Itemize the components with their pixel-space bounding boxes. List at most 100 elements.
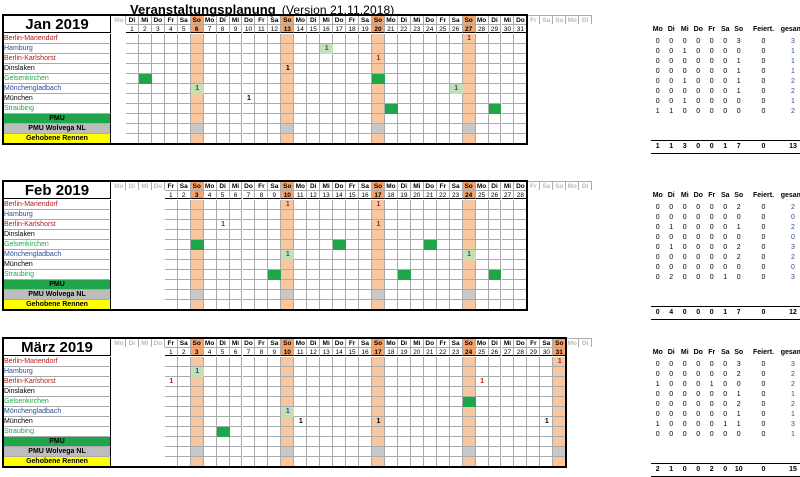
grid-cell[interactable] [423, 210, 437, 220]
grid-cell[interactable] [164, 44, 178, 54]
grid-cell[interactable] [190, 377, 204, 387]
grid-cell[interactable] [397, 114, 411, 124]
grid-cell[interactable] [203, 220, 217, 230]
grid-cell[interactable] [255, 240, 269, 250]
event-mark[interactable]: 1 [169, 378, 174, 385]
grid-cell[interactable] [514, 114, 528, 124]
grid-cell[interactable] [423, 74, 437, 84]
grid-cell[interactable] [488, 210, 502, 220]
grid-cell[interactable] [255, 437, 269, 447]
grid-cell[interactable] [436, 407, 450, 417]
grid-cell[interactable] [307, 250, 321, 260]
grid-cell[interactable] [384, 280, 398, 290]
grid-cell[interactable] [423, 220, 437, 230]
grid-cell[interactable] [281, 357, 295, 367]
grid-cell[interactable] [372, 200, 385, 210]
grid-cell[interactable] [216, 124, 230, 134]
grid-cell[interactable] [462, 200, 476, 210]
grid-cell[interactable] [449, 64, 463, 74]
grid-cell[interactable] [514, 407, 528, 417]
grid-cell[interactable] [177, 74, 191, 84]
grid-cell[interactable] [410, 280, 424, 290]
grid-cell[interactable] [462, 114, 476, 124]
grid-cell[interactable] [372, 54, 385, 64]
grid-cell[interactable] [164, 84, 178, 94]
grid-cell[interactable] [501, 397, 515, 407]
grid-cell[interactable] [138, 64, 152, 74]
grid-cell[interactable] [229, 200, 243, 210]
grid-cell[interactable] [294, 437, 308, 447]
grid-cell[interactable] [307, 220, 321, 230]
grid-cell[interactable] [281, 290, 295, 300]
grid-cell[interactable] [268, 94, 282, 104]
grid-cell[interactable] [436, 34, 450, 44]
grid-cell[interactable] [423, 457, 437, 467]
grid-cell[interactable] [242, 437, 256, 447]
grid-cell[interactable] [384, 417, 398, 427]
grid-cell[interactable] [307, 124, 321, 134]
grid-cell[interactable] [397, 457, 411, 467]
grid-cell[interactable] [333, 280, 347, 290]
grid-cell[interactable] [488, 64, 502, 74]
grid-cell[interactable] [462, 220, 476, 230]
event-mark[interactable]: 1 [462, 397, 476, 407]
event-mark[interactable]: 1 [557, 358, 562, 365]
grid-cell[interactable] [410, 397, 424, 407]
grid-cell[interactable] [462, 64, 476, 74]
grid-cell[interactable] [384, 54, 398, 64]
grid-cell[interactable] [255, 407, 269, 417]
grid-cell[interactable] [242, 397, 256, 407]
grid-cell[interactable] [423, 64, 437, 74]
grid-cell[interactable] [281, 210, 295, 220]
grid-cell[interactable] [372, 114, 385, 124]
grid-cell[interactable] [436, 240, 450, 250]
grid-cell[interactable] [384, 387, 398, 397]
grid-cell[interactable] [514, 427, 528, 437]
grid-cell[interactable] [449, 124, 463, 134]
grid-cell[interactable] [229, 280, 243, 290]
grid-cell[interactable] [475, 54, 489, 64]
grid-cell[interactable] [488, 230, 502, 240]
grid-cell[interactable] [384, 270, 398, 280]
grid-cell[interactable] [333, 220, 347, 230]
grid-cell[interactable] [255, 397, 269, 407]
grid-cell[interactable] [255, 290, 269, 300]
grid-cell[interactable] [436, 84, 450, 94]
grid-cell[interactable] [203, 457, 217, 467]
grid-cell[interactable] [475, 200, 489, 210]
grid-cell[interactable] [384, 134, 398, 144]
grid-cell[interactable] [423, 357, 437, 367]
grid-cell[interactable] [527, 377, 541, 387]
grid-cell[interactable] [203, 357, 217, 367]
grid-cell[interactable] [346, 200, 360, 210]
grid-cell[interactable] [423, 427, 437, 437]
grid-cell[interactable] [242, 200, 256, 210]
grid-cell[interactable] [151, 134, 165, 144]
grid-cell[interactable] [346, 84, 360, 94]
grid-cell[interactable] [449, 250, 463, 260]
grid-cell[interactable] [177, 250, 191, 260]
grid-cell[interactable] [294, 44, 308, 54]
grid-cell[interactable] [488, 124, 502, 134]
grid-cell[interactable] [164, 74, 178, 84]
grid-cell[interactable] [410, 457, 424, 467]
grid-cell[interactable] [242, 34, 256, 44]
grid-cell[interactable] [255, 427, 269, 437]
grid-cell[interactable] [294, 300, 308, 310]
grid-cell[interactable] [242, 64, 256, 74]
grid-cell[interactable] [346, 437, 360, 447]
grid-cell[interactable] [307, 417, 321, 427]
grid-cell[interactable] [333, 114, 347, 124]
grid-cell[interactable] [164, 200, 178, 210]
grid-cell[interactable] [164, 250, 178, 260]
grid-cell[interactable] [475, 250, 489, 260]
grid-cell[interactable] [164, 134, 178, 144]
grid-cell[interactable] [514, 84, 528, 94]
grid-cell[interactable] [333, 230, 347, 240]
grid-cell[interactable] [190, 200, 204, 210]
grid-cell[interactable] [229, 250, 243, 260]
grid-cell[interactable] [359, 230, 372, 240]
grid-cell[interactable] [501, 377, 515, 387]
grid-cell[interactable] [268, 417, 282, 427]
grid-cell[interactable] [177, 64, 191, 74]
